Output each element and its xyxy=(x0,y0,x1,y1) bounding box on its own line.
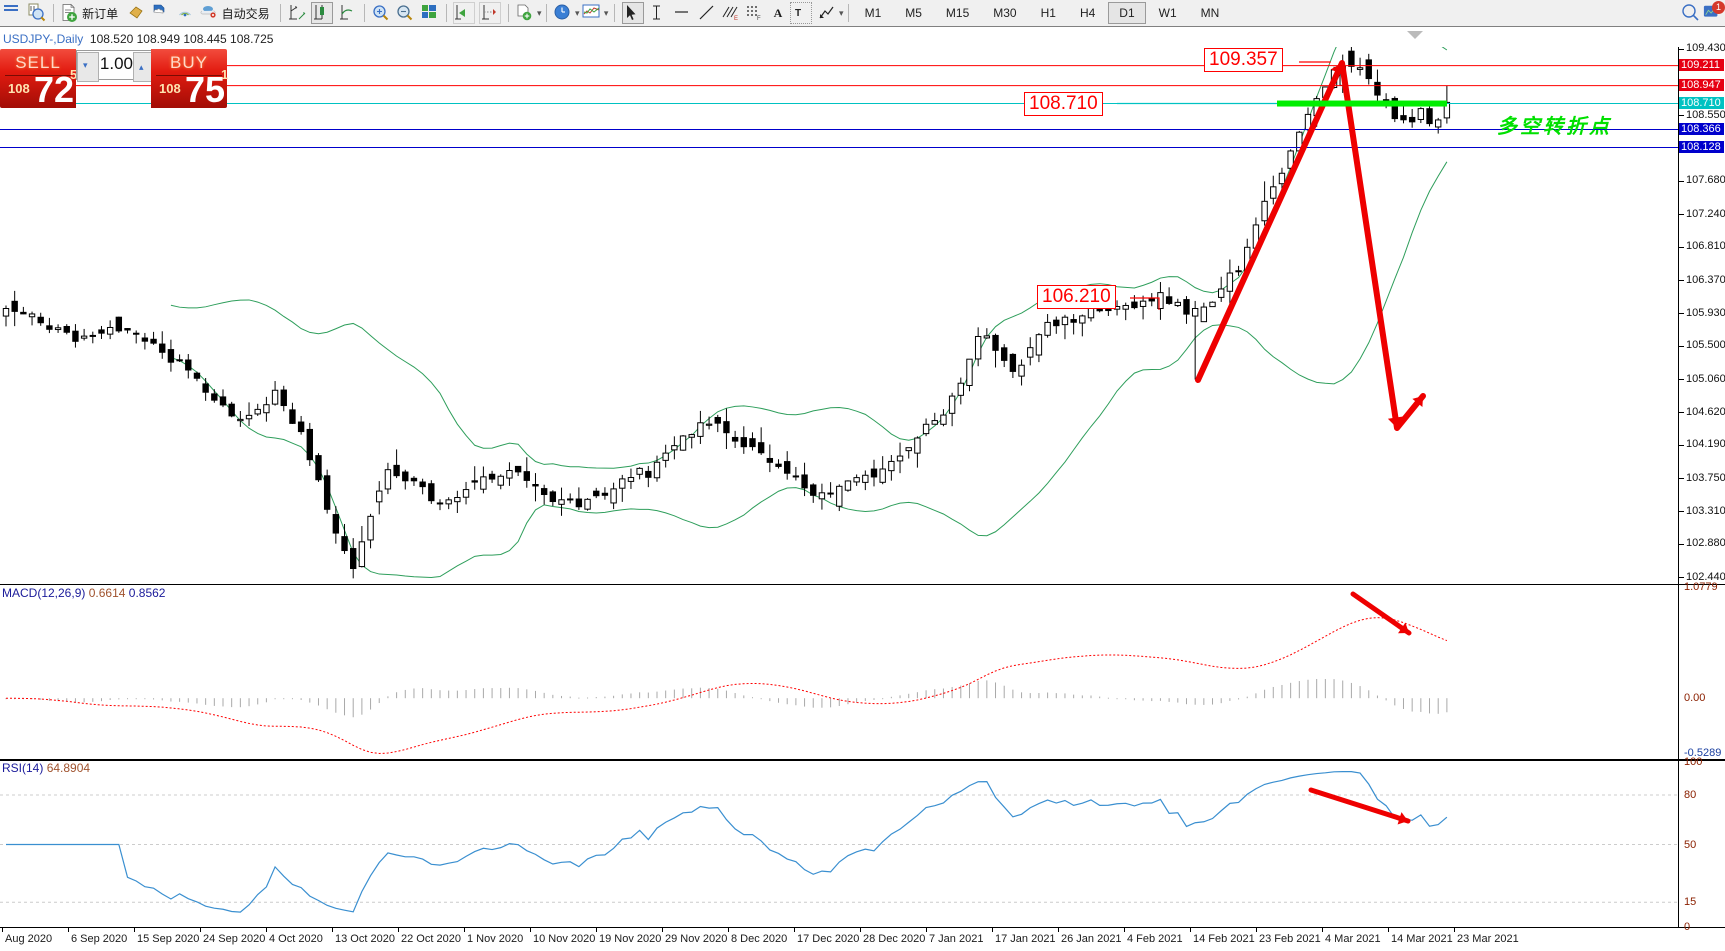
svg-text:E: E xyxy=(734,16,738,22)
svg-text:F: F xyxy=(757,16,761,22)
svg-text:T: T xyxy=(795,8,801,19)
